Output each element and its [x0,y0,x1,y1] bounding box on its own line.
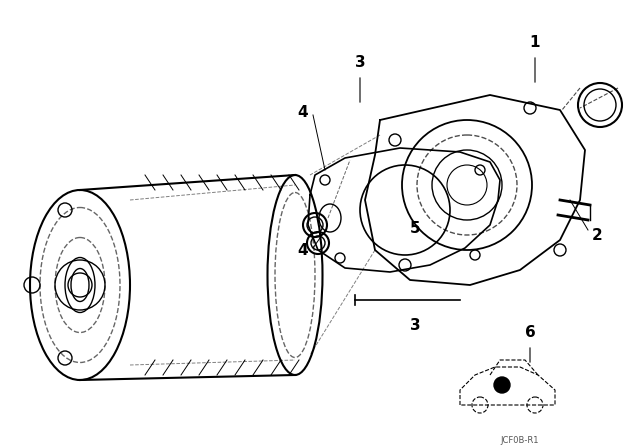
Text: 2: 2 [592,228,603,242]
Text: JCF0B-R1: JCF0B-R1 [500,436,540,445]
Circle shape [494,377,510,393]
Text: 4: 4 [298,104,308,120]
Text: 3: 3 [410,318,420,333]
Text: 1: 1 [530,35,540,50]
Text: 3: 3 [355,55,365,70]
Text: 5: 5 [410,220,420,236]
Text: 4: 4 [298,242,308,258]
Text: 6: 6 [525,325,536,340]
